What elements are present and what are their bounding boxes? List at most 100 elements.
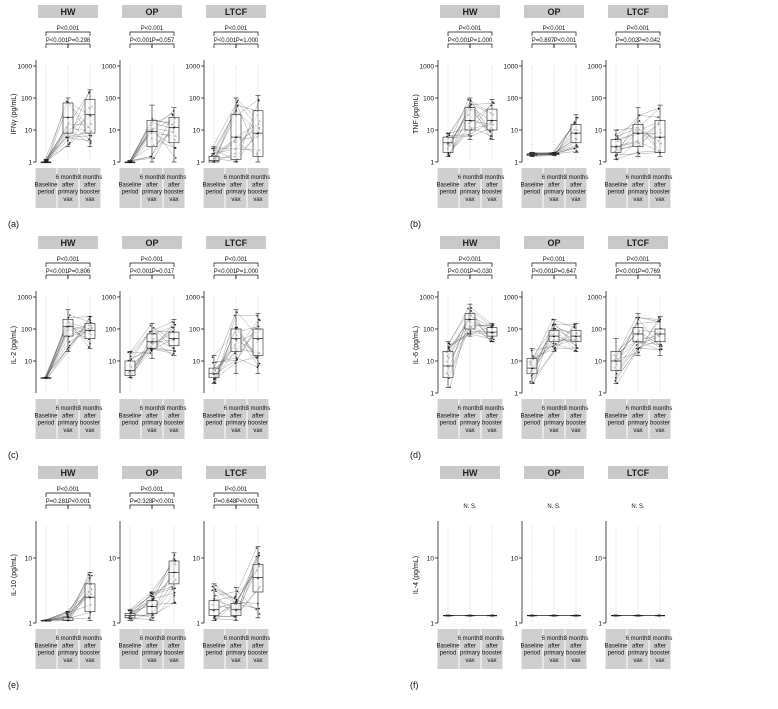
y-tick-label: 10 bbox=[109, 127, 117, 134]
y-tick-label: 10 bbox=[25, 127, 33, 134]
mean-marker: + bbox=[45, 160, 48, 166]
category-label: 6 months bbox=[458, 175, 483, 181]
category-label: 3 months bbox=[162, 175, 187, 181]
significance-bracket bbox=[637, 274, 661, 279]
group-title-bg bbox=[524, 5, 584, 18]
category-label: vax bbox=[549, 658, 558, 664]
group-title-bg bbox=[524, 236, 584, 249]
p-value: P<0.001 bbox=[214, 38, 237, 44]
category-label: primary bbox=[58, 190, 78, 196]
category-label: vax bbox=[169, 428, 178, 434]
category-label-bg bbox=[163, 399, 185, 439]
panel-f: (f) HW 1 10 IL-4 (pg/mL) N. S. Baseline period 6… bbox=[410, 466, 672, 690]
category-label: 3 months bbox=[78, 406, 103, 412]
y-tick-label: 100 bbox=[423, 95, 434, 102]
iqr-box bbox=[146, 600, 158, 614]
y-tick-label: 1 bbox=[598, 159, 602, 166]
category-label: vax bbox=[253, 197, 262, 203]
data-point bbox=[258, 607, 260, 610]
mean-marker: + bbox=[575, 131, 578, 137]
mean-marker: + bbox=[257, 131, 260, 137]
p-value: P<0.001 bbox=[214, 269, 237, 275]
y-tick-label: 100 bbox=[21, 326, 32, 333]
mean-marker: + bbox=[257, 576, 260, 582]
category-label: booster bbox=[566, 421, 586, 427]
category-label: booster bbox=[482, 651, 502, 657]
category-label-bg bbox=[649, 629, 671, 669]
data-point bbox=[214, 588, 217, 591]
p-value: P=0.897 bbox=[532, 38, 555, 44]
category-label: vax bbox=[253, 658, 262, 664]
mean-marker: + bbox=[553, 334, 556, 340]
data-point bbox=[127, 351, 129, 354]
y-tick-label: 1000 bbox=[186, 294, 201, 301]
y-tick-label: 1 bbox=[28, 620, 32, 627]
iqr-box bbox=[84, 323, 96, 339]
category-label: period bbox=[440, 651, 457, 657]
panel-label: (f) bbox=[410, 680, 419, 690]
group-title-bg bbox=[206, 236, 266, 249]
category-label: after bbox=[230, 413, 242, 419]
subject-line bbox=[615, 339, 660, 381]
y-tick-label: 10 bbox=[511, 127, 519, 134]
p-value: P<0.001 bbox=[130, 38, 153, 44]
p-value: P<0.001 bbox=[141, 487, 164, 493]
category-label: 3 months bbox=[78, 175, 103, 181]
category-label: after bbox=[570, 643, 582, 649]
significance-bracket bbox=[235, 504, 259, 509]
mean-marker: + bbox=[531, 366, 534, 372]
category-label: booster bbox=[80, 190, 100, 196]
group-title-bg bbox=[608, 5, 668, 18]
y-tick-label: 100 bbox=[507, 326, 518, 333]
y-tick-label: 100 bbox=[591, 326, 602, 333]
group-title: OP bbox=[145, 7, 158, 17]
category-label: 6 months bbox=[224, 636, 249, 642]
box-3: + bbox=[570, 114, 582, 153]
category-label: after bbox=[548, 413, 560, 419]
group-title: LTCF bbox=[627, 7, 650, 17]
subject-line bbox=[532, 347, 577, 383]
group-title: OP bbox=[547, 7, 560, 17]
mean-marker: + bbox=[89, 329, 92, 335]
box-2: + bbox=[548, 152, 560, 158]
data-point bbox=[237, 99, 239, 102]
data-point bbox=[470, 100, 472, 102]
category-label: after bbox=[62, 413, 74, 419]
significance-bracket bbox=[129, 274, 153, 279]
box-2: + bbox=[146, 104, 158, 163]
category-label: booster bbox=[164, 190, 184, 196]
data-point bbox=[635, 316, 637, 319]
data-point bbox=[90, 140, 92, 142]
p-value: P<0.001 bbox=[448, 38, 471, 44]
y-axis-label: TNF (pg/mL) bbox=[413, 94, 420, 134]
p-value: P<0.001 bbox=[532, 269, 555, 275]
box-2: + bbox=[62, 611, 74, 625]
category-label: vax bbox=[63, 428, 72, 434]
iqr-box bbox=[146, 120, 158, 148]
category-label-bg bbox=[459, 168, 481, 208]
category-label: after bbox=[654, 643, 666, 649]
data-point bbox=[211, 152, 214, 155]
category-label: after bbox=[632, 643, 644, 649]
y-tick-label: 10 bbox=[193, 358, 201, 365]
data-point bbox=[661, 348, 663, 350]
significance-bracket bbox=[553, 274, 577, 279]
mean-marker: + bbox=[151, 340, 154, 346]
y-tick-label: 10 bbox=[109, 358, 117, 365]
category-label: after bbox=[168, 182, 180, 188]
category-label: 3 months bbox=[480, 406, 505, 412]
group-title-bg bbox=[608, 236, 668, 249]
data-point bbox=[171, 586, 173, 588]
data-point bbox=[90, 321, 92, 324]
data-point bbox=[68, 341, 71, 343]
data-point bbox=[258, 552, 261, 554]
data-point bbox=[493, 338, 495, 341]
category-label: 3 months bbox=[246, 406, 271, 412]
box-3: + bbox=[252, 546, 264, 619]
p-value: P<0.001 bbox=[554, 38, 577, 44]
p-value: P=0.042 bbox=[638, 38, 661, 44]
data-point bbox=[214, 595, 216, 597]
